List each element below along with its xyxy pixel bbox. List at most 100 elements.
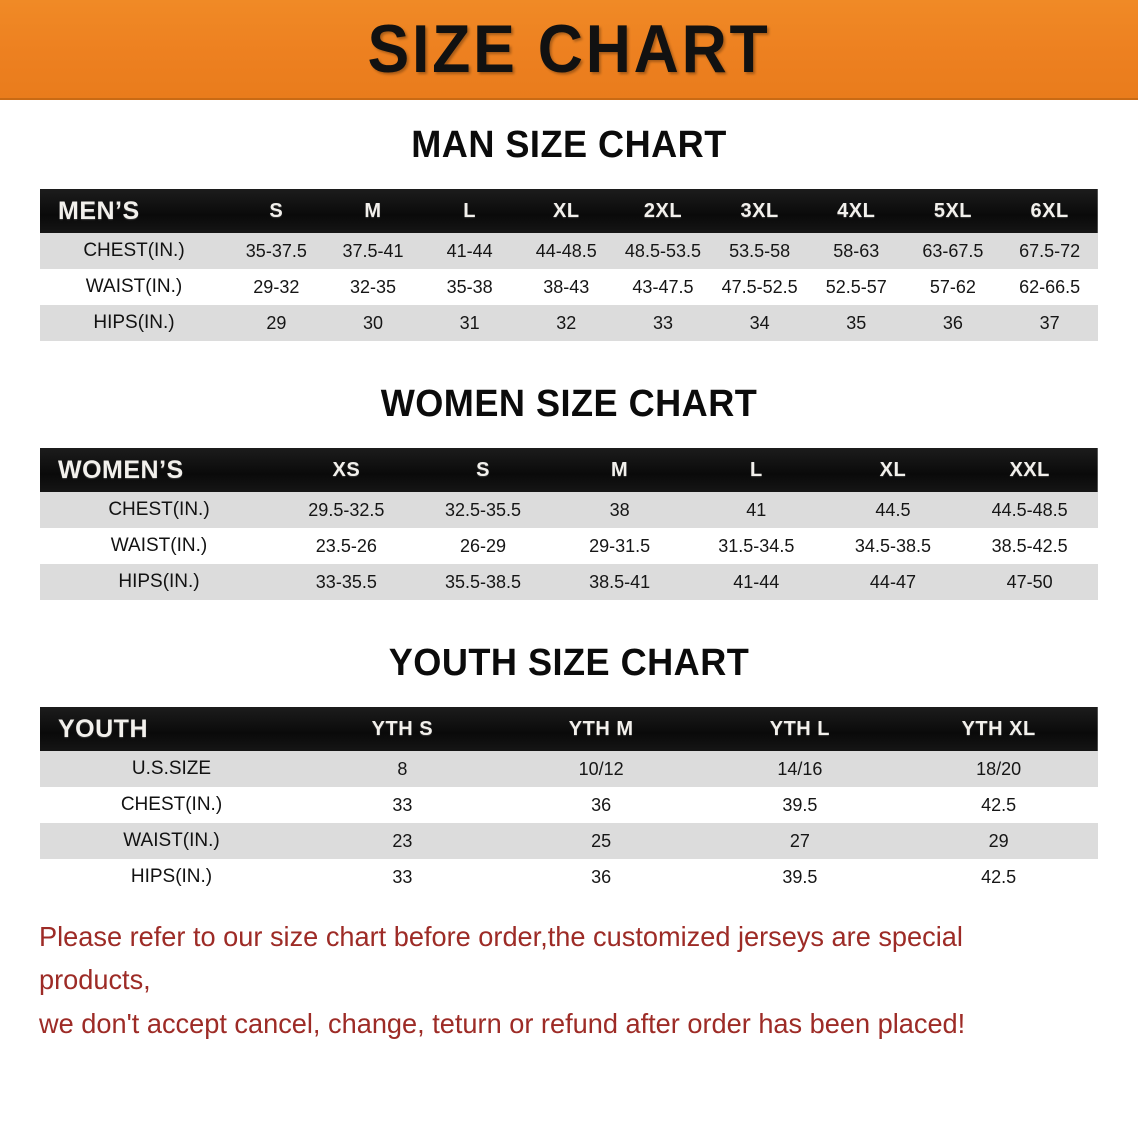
women-row-label-waist: WAIST(IN.) — [40, 528, 278, 564]
men-hips-s: 29 — [228, 305, 325, 341]
youth-size-chart: YOUTH YTH S YTH M YTH L YTH XL U.S.SIZE … — [40, 707, 1098, 895]
men-col-header-m: M — [364, 199, 382, 222]
men-col-header-l: L — [463, 199, 476, 222]
men-col-header-xl: XL — [553, 199, 580, 222]
men-chest-l: 41-44 — [421, 233, 518, 269]
youth-waist-s: 23 — [303, 823, 502, 859]
men-table-header: MEN’S S M L XL 2XL 3XL 4XL 5XL 6XL — [40, 189, 1098, 233]
women-chest-xs: 29.5-32.5 — [278, 492, 415, 528]
men-row-label-waist: WAIST(IN.) — [40, 269, 228, 305]
women-waist-xxl: 38.5-42.5 — [961, 528, 1098, 564]
page-title: SIZE CHART — [367, 11, 771, 87]
men-waist-l: 35-38 — [421, 269, 518, 305]
women-chest-xxl: 44.5-48.5 — [961, 492, 1098, 528]
women-table-header: WOMEN’S XS S M L XL XXL — [40, 448, 1098, 492]
women-hips-xs: 33-35.5 — [278, 564, 415, 600]
youth-size-table: YOUTH YTH S YTH M YTH L YTH XL U.S.SIZE … — [40, 707, 1098, 895]
women-chest-xl: 44.5 — [824, 492, 962, 528]
youth-row-label-ussize: U.S.SIZE — [40, 751, 303, 787]
women-hips-s: 35.5-38.5 — [414, 564, 552, 600]
men-hips-xl: 32 — [517, 305, 615, 341]
men-waist-5xl: 57-62 — [904, 269, 1002, 305]
table-header-row: YOUTH YTH S YTH M YTH L YTH XL — [40, 707, 1098, 751]
youth-col-header-m: YTH M — [568, 717, 634, 740]
men-col-header-s: S — [269, 199, 284, 222]
women-size-table: WOMEN’S XS S M L XL XXL CHEST(IN.) 29.5-… — [40, 448, 1098, 600]
youth-col-header-xl: YTH XL — [961, 717, 1036, 740]
youth-waist-xl: 29 — [899, 823, 1098, 859]
men-chest-s: 35-37.5 — [228, 233, 325, 269]
men-chest-5xl: 63-67.5 — [904, 233, 1002, 269]
return-policy-note-line1: Please refer to our size chart before or… — [39, 921, 963, 996]
youth-ussize-l: 14/16 — [700, 751, 900, 787]
youth-waist-l: 27 — [700, 823, 900, 859]
men-row-label-hips: HIPS(IN.) — [40, 305, 228, 341]
men-hips-m: 30 — [324, 305, 422, 341]
table-row: HIPS(IN.) 29 30 31 32 33 34 35 36 37 — [40, 305, 1098, 341]
youth-chest-s: 33 — [303, 787, 502, 823]
men-hips-4xl: 35 — [807, 305, 905, 341]
men-row-label-chest: CHEST(IN.) — [40, 233, 228, 269]
men-hips-5xl: 36 — [904, 305, 1002, 341]
youth-ussize-s: 8 — [303, 751, 502, 787]
women-table-body: CHEST(IN.) 29.5-32.5 32.5-35.5 38 41 44.… — [40, 492, 1098, 600]
women-section-heading: WOMEN SIZE CHART — [380, 383, 758, 425]
women-col-header-xs: XS — [332, 458, 361, 481]
men-hips-3xl: 34 — [711, 305, 808, 341]
men-chest-m: 37.5-41 — [324, 233, 422, 269]
men-col-header-4xl: 4XL — [837, 199, 876, 222]
men-size-table: MEN’S S M L XL 2XL 3XL 4XL 5XL 6XL CHEST… — [40, 189, 1098, 341]
men-waist-2xl: 43-47.5 — [614, 269, 712, 305]
table-row: U.S.SIZE 8 10/12 14/16 18/20 — [40, 751, 1098, 787]
youth-col-header-s: YTH S — [371, 717, 434, 740]
men-corner-label: MEN’S — [58, 196, 140, 225]
youth-row-label-hips: HIPS(IN.) — [40, 859, 303, 895]
men-col-header-5xl: 5XL — [933, 199, 973, 222]
youth-hips-s: 33 — [303, 859, 502, 895]
men-chest-6xl: 67.5-72 — [1001, 233, 1098, 269]
youth-col-header-l: YTH L — [769, 717, 831, 740]
page-banner: SIZE CHART — [0, 0, 1138, 100]
men-col-header-3xl: 3XL — [740, 199, 779, 222]
table-row: CHEST(IN.) 35-37.5 37.5-41 41-44 44-48.5… — [40, 233, 1098, 269]
table-row: CHEST(IN.) 29.5-32.5 32.5-35.5 38 41 44.… — [40, 492, 1098, 528]
youth-hips-m: 36 — [501, 859, 701, 895]
women-waist-xl: 34.5-38.5 — [824, 528, 962, 564]
youth-section-heading: YOUTH SIZE CHART — [388, 642, 750, 684]
women-waist-l: 31.5-34.5 — [687, 528, 825, 564]
women-waist-m: 29-31.5 — [551, 528, 688, 564]
men-hips-6xl: 37 — [1001, 305, 1098, 341]
youth-table-header: YOUTH YTH S YTH M YTH L YTH XL — [40, 707, 1098, 751]
women-waist-xs: 23.5-26 — [278, 528, 415, 564]
men-chest-4xl: 58-63 — [807, 233, 905, 269]
youth-hips-l: 39.5 — [700, 859, 900, 895]
youth-corner-label: YOUTH — [58, 714, 148, 743]
men-waist-4xl: 52.5-57 — [807, 269, 905, 305]
men-waist-xl: 38-43 — [517, 269, 615, 305]
youth-hips-xl: 42.5 — [899, 859, 1098, 895]
table-row: HIPS(IN.) 33 36 39.5 42.5 — [40, 859, 1098, 895]
women-hips-l: 41-44 — [687, 564, 825, 600]
return-policy-note: Please refer to our size chart before or… — [39, 915, 1067, 1045]
women-col-header-m: M — [611, 458, 629, 481]
youth-chest-l: 39.5 — [700, 787, 900, 823]
youth-chest-m: 36 — [501, 787, 701, 823]
men-waist-m: 32-35 — [324, 269, 422, 305]
women-waist-s: 26-29 — [414, 528, 552, 564]
youth-waist-m: 25 — [501, 823, 701, 859]
women-row-label-hips: HIPS(IN.) — [40, 564, 278, 600]
return-policy-note-line2: we don't accept cancel, change, teturn o… — [39, 1007, 966, 1039]
man-size-chart: MEN’S S M L XL 2XL 3XL 4XL 5XL 6XL CHEST… — [40, 189, 1098, 341]
women-chest-l: 41 — [687, 492, 825, 528]
women-hips-xl: 44-47 — [824, 564, 962, 600]
women-size-chart: WOMEN’S XS S M L XL XXL CHEST(IN.) 29.5-… — [40, 448, 1098, 600]
table-row: CHEST(IN.) 33 36 39.5 42.5 — [40, 787, 1098, 823]
women-corner-label: WOMEN’S — [58, 455, 184, 484]
men-hips-2xl: 33 — [614, 305, 712, 341]
man-section-heading: MAN SIZE CHART — [411, 124, 727, 166]
men-waist-3xl: 47.5-52.5 — [711, 269, 808, 305]
youth-row-label-waist: WAIST(IN.) — [40, 823, 303, 859]
table-row: HIPS(IN.) 33-35.5 35.5-38.5 38.5-41 41-4… — [40, 564, 1098, 600]
women-col-header-s: S — [476, 458, 490, 481]
table-header-row: WOMEN’S XS S M L XL XXL — [40, 448, 1098, 492]
